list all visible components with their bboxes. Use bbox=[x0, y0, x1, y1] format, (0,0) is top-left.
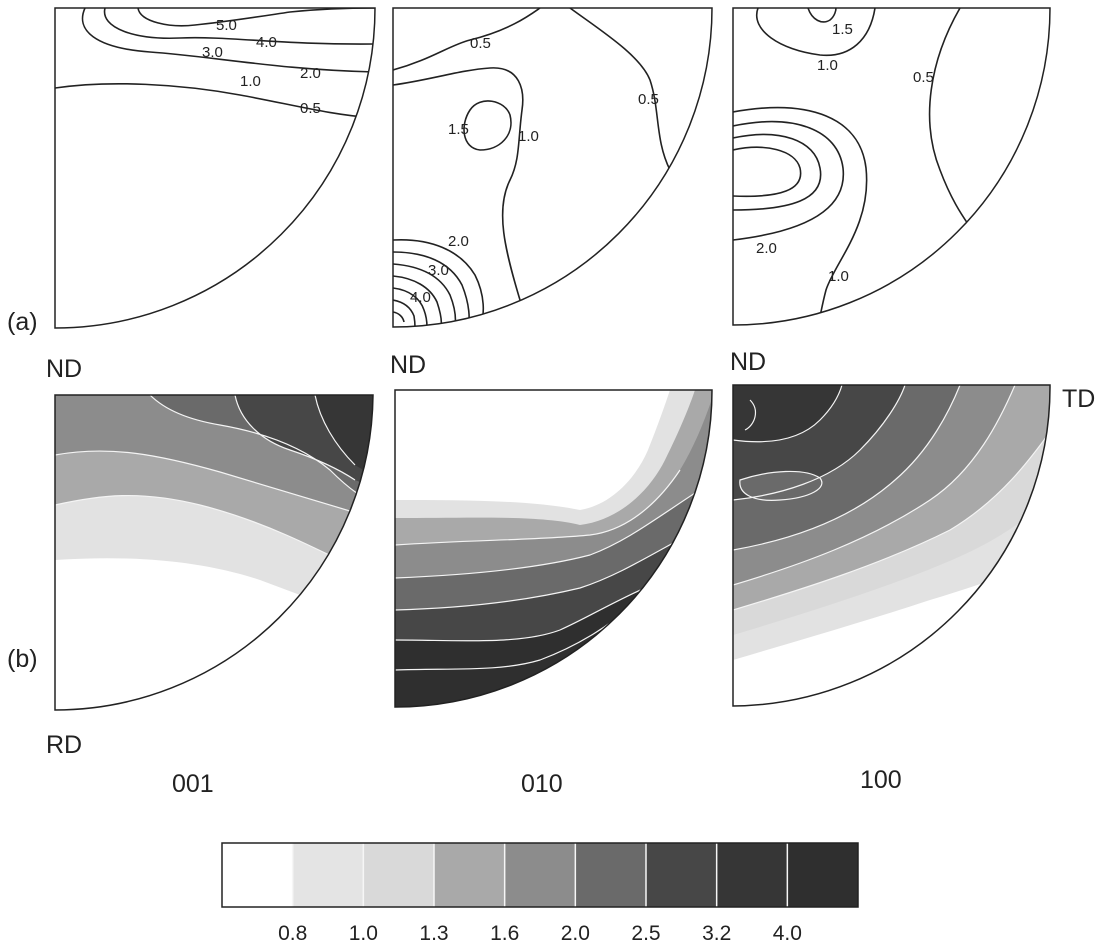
contour-label: 2.0 bbox=[756, 240, 777, 257]
legend-swatch bbox=[434, 843, 506, 907]
legend-tick-label: 3.2 bbox=[702, 922, 731, 945]
contour-label: 0.5 bbox=[470, 35, 491, 52]
legend-tick-label: 2.5 bbox=[631, 922, 660, 945]
pole-figure-a-010: 0.5 0.5 1.5 1.0 2.0 3.0 4.0 bbox=[392, 7, 713, 328]
pole-figure-label-100: 100 bbox=[860, 766, 902, 794]
pole-figure-a-001: 5.0 4.0 3.0 2.0 1.0 0.5 bbox=[54, 7, 376, 329]
quadrant-outline bbox=[392, 7, 713, 328]
intensity-bands bbox=[395, 390, 712, 707]
legend-swatch bbox=[363, 843, 435, 907]
pole-figure-a-100: 1.5 1.0 0.5 2.0 1.0 bbox=[732, 7, 1051, 326]
legend-tick-label: 1.0 bbox=[349, 922, 378, 945]
contour-label: 2.0 bbox=[448, 233, 469, 250]
quadrant-outline bbox=[732, 7, 1051, 326]
contour-label: 1.0 bbox=[828, 268, 849, 285]
legend-tick-label: 2.0 bbox=[561, 922, 590, 945]
contour-label: 0.5 bbox=[913, 69, 934, 86]
legend-tick-labels: 0.8 1.0 1.3 1.6 2.0 2.5 3.2 4.0 bbox=[278, 922, 802, 945]
contour-label: 1.5 bbox=[448, 121, 469, 138]
legend-swatch bbox=[292, 843, 364, 907]
nd-axis-label: ND bbox=[46, 355, 82, 383]
contour-label: 5.0 bbox=[216, 17, 237, 34]
intensity-bands bbox=[733, 385, 1051, 706]
pole-figure-label-010: 010 bbox=[521, 770, 563, 798]
legend-swatches bbox=[222, 843, 859, 907]
panel-a-label: (a) bbox=[7, 308, 38, 336]
legend-swatch bbox=[787, 843, 859, 907]
legend-frame bbox=[221, 842, 859, 908]
legend-swatch bbox=[575, 843, 647, 907]
contour-lines bbox=[55, 8, 375, 119]
pole-figure-label-001: 001 bbox=[172, 770, 214, 798]
quadrant-outline bbox=[732, 384, 1051, 707]
legend-tick-label: 0.8 bbox=[278, 922, 307, 945]
contour-label: 4.0 bbox=[256, 34, 277, 51]
legend-tick-label: 4.0 bbox=[773, 922, 802, 945]
legend-swatch bbox=[646, 843, 718, 907]
legend-swatch bbox=[504, 843, 576, 907]
rd-axis-label: RD bbox=[46, 731, 82, 759]
contour-label: 1.0 bbox=[240, 73, 261, 90]
pole-figure-b-100 bbox=[732, 384, 1051, 707]
quadrant-outline bbox=[394, 389, 713, 708]
contour-label: 2.0 bbox=[300, 65, 321, 82]
pole-figure-b-010 bbox=[394, 389, 713, 708]
nd-axis-label: ND bbox=[390, 351, 426, 379]
legend-swatch bbox=[222, 843, 294, 907]
intensity-bands bbox=[55, 395, 373, 710]
legend-tick-label: 1.6 bbox=[490, 922, 519, 945]
legend-tick-label: 1.3 bbox=[419, 922, 448, 945]
pole-figure-b-001 bbox=[54, 394, 374, 711]
contour-label: 1.0 bbox=[518, 128, 539, 145]
contour-label: 4.0 bbox=[410, 289, 431, 306]
td-axis-label: TD bbox=[1062, 385, 1095, 413]
contour-lines bbox=[393, 8, 671, 327]
contour-label: 0.5 bbox=[300, 100, 321, 117]
panel-b-label: (b) bbox=[7, 645, 38, 673]
contour-label: 3.0 bbox=[428, 262, 449, 279]
contour-label: 1.0 bbox=[817, 57, 838, 74]
contour-label: 0.5 bbox=[638, 91, 659, 108]
quadrant-outline bbox=[54, 394, 374, 711]
legend: 0.8 1.0 1.3 1.6 2.0 2.5 3.2 4.0 bbox=[221, 842, 859, 945]
contour-label: 3.0 bbox=[202, 44, 223, 61]
contour-lines bbox=[733, 8, 976, 325]
legend-swatch bbox=[716, 843, 788, 907]
nd-axis-label: ND bbox=[730, 348, 766, 376]
contour-label: 1.5 bbox=[832, 21, 853, 38]
